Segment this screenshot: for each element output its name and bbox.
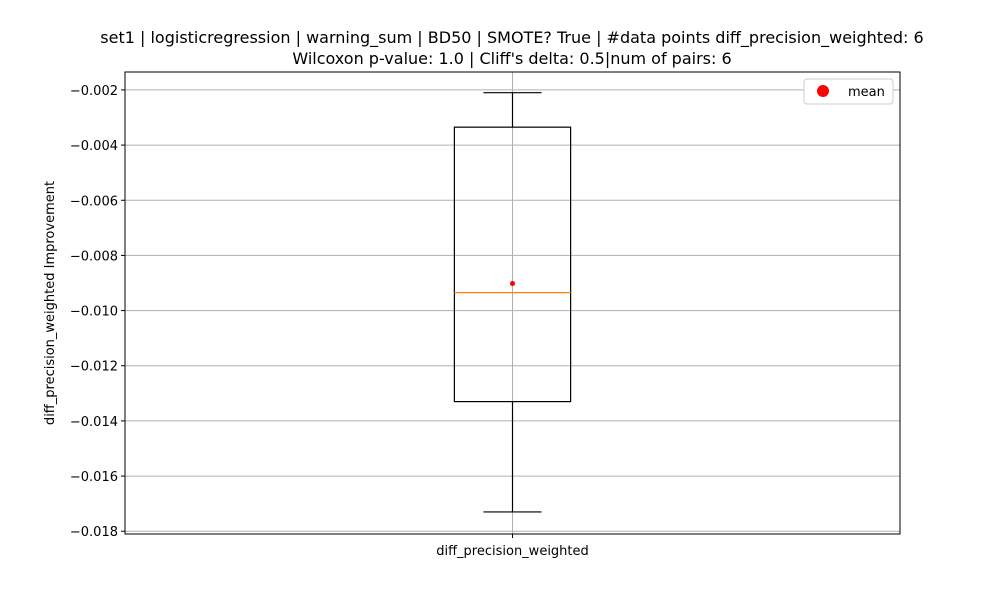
legend-mean-marker — [817, 85, 829, 97]
y-tick-label: −0.004 — [70, 139, 118, 154]
y-tick-label: −0.010 — [70, 305, 118, 320]
y-tick-label: −0.006 — [70, 194, 118, 209]
y-tick-label: −0.012 — [70, 360, 118, 375]
y-tick-label: −0.016 — [70, 470, 118, 485]
y-tick-label: −0.002 — [70, 84, 118, 99]
x-tick-label: diff_precision_weighted — [436, 544, 589, 559]
y-tick-label: −0.008 — [70, 249, 118, 264]
legend-mean-label: mean — [848, 85, 885, 100]
chart-title-line-2: Wilcoxon p-value: 1.0 | Cliff's delta: 0… — [292, 49, 731, 68]
interquartile-box — [453, 126, 572, 403]
legend: mean — [803, 78, 894, 105]
chart-title-line-1: set1 | logisticregression | warning_sum … — [100, 28, 923, 48]
box-layer — [453, 92, 572, 513]
y-tick-label: −0.014 — [70, 415, 118, 430]
y-tick-label: −0.018 — [70, 525, 118, 540]
legend-frame — [803, 78, 894, 105]
axis-layer: −0.002 −0.004 −0.006 −0.008 −0.010 −0.012 −0.0… — [70, 84, 589, 559]
mean-marker — [510, 281, 515, 287]
y-axis-label: diff_precision_weighted Improvement — [43, 181, 58, 425]
